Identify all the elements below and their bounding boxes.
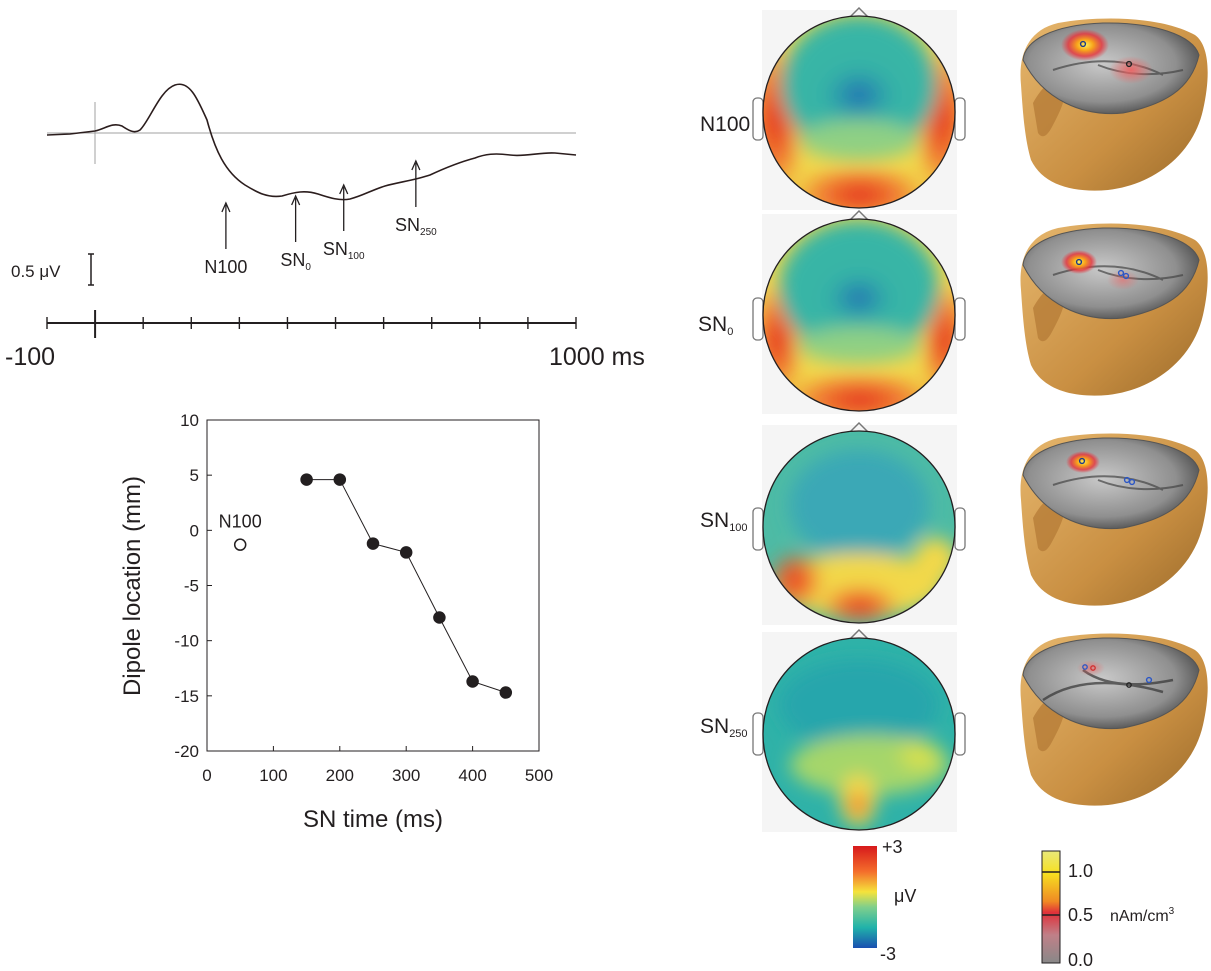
- annotation-arrowhead: [221, 201, 231, 213]
- open-data-point: [233, 538, 247, 551]
- x-tick-label: 500: [525, 766, 553, 785]
- row-label-n100: N100: [700, 113, 750, 136]
- data-point: [466, 675, 479, 688]
- y-tick-label: -5: [184, 577, 199, 596]
- erp-axis-end-label: 1000 ms: [549, 343, 645, 371]
- data-point: [300, 473, 313, 486]
- annotation-label: SN100: [323, 239, 365, 262]
- density-label-1: 1.0: [1068, 861, 1093, 881]
- x-tick-label: 200: [326, 766, 354, 785]
- erp-panel: 0.5 μV -100 1000 ms N100 SN0 SN100 SN250: [5, 83, 645, 371]
- head-render-n100: [1020, 18, 1208, 191]
- annotation-arrowhead: [339, 183, 349, 195]
- scalp-map-sn0: [752, 209, 966, 414]
- density-label-0: 0.0: [1068, 950, 1093, 970]
- row-labels: N100 SN0 SN100 SN250: [698, 113, 750, 740]
- density-colorbar: 1.0 0.5 0.0 nAm/cm3: [1041, 850, 1175, 970]
- uv-colorbar-gradient: [853, 846, 877, 948]
- scalp-map-sn250: [752, 628, 966, 832]
- data-point: [399, 546, 413, 559]
- head-render-sn0: [1020, 223, 1208, 396]
- scalp-map-sn100: [752, 421, 966, 625]
- erp-scale-label: 0.5 μV: [11, 262, 61, 281]
- y-tick-label: 5: [190, 466, 199, 485]
- erp-time-axis: [46, 310, 577, 338]
- annotation-arrowhead: [411, 159, 421, 171]
- x-tick-label: 0: [202, 766, 211, 785]
- erp-waveform: [46, 83, 577, 201]
- point-label: N100: [219, 512, 262, 532]
- row-label-sn100: SN100: [700, 509, 748, 534]
- uv-colorbar: +3 μV -3: [853, 837, 916, 964]
- erp-axis-start-label: -100: [5, 343, 55, 371]
- annotation-label: SN0: [280, 250, 311, 273]
- annotation-label: N100: [204, 257, 247, 277]
- head-render-sn100: [1020, 433, 1208, 606]
- data-point: [499, 686, 513, 699]
- row-label-sn250: SN250: [700, 715, 748, 740]
- y-tick-label: -20: [174, 742, 199, 761]
- scalp-map-n100: [752, 6, 966, 210]
- uv-colorbar-max: +3: [882, 837, 903, 857]
- data-point: [333, 473, 347, 486]
- chart-x-label: SN time (ms): [303, 806, 443, 833]
- x-tick-label: 300: [392, 766, 420, 785]
- data-point: [433, 611, 446, 624]
- annotation-arrowhead: [291, 194, 301, 206]
- density-unit: nAm/cm3: [1110, 906, 1175, 925]
- erp-scale-bar: [88, 253, 94, 286]
- uv-colorbar-unit: μV: [894, 886, 916, 906]
- density-label-05: 0.5: [1068, 905, 1093, 925]
- erp-annotations: N100 SN0 SN100 SN250: [204, 159, 437, 277]
- chart-series: N100: [219, 473, 513, 699]
- series-line: [306, 479, 506, 693]
- chart-y-label: Dipole location (mm): [119, 476, 146, 696]
- data-point: [366, 537, 380, 550]
- annotation-label: SN250: [395, 215, 437, 238]
- y-tick-label: 10: [180, 411, 199, 430]
- density-colorbar-gradient: [1041, 850, 1061, 964]
- y-tick-label: -10: [174, 632, 199, 651]
- head-render-sn250: [1020, 633, 1208, 806]
- y-tick-label: -15: [174, 687, 199, 706]
- plot-frame: [206, 419, 540, 752]
- y-tick-label: 0: [190, 521, 199, 540]
- x-tick-label: 400: [458, 766, 486, 785]
- row-label-sn0: SN0: [698, 313, 733, 338]
- dipole-chart: 0 100 200 300 400 500 10 5 0 -5 -10 -15 -20 N100 SN …: [119, 411, 553, 833]
- x-tick-label: 100: [259, 766, 287, 785]
- uv-colorbar-min: -3: [880, 944, 896, 964]
- chart-axes: 0 100 200 300 400 500 10 5 0 -5 -10 -15 -20: [174, 411, 553, 785]
